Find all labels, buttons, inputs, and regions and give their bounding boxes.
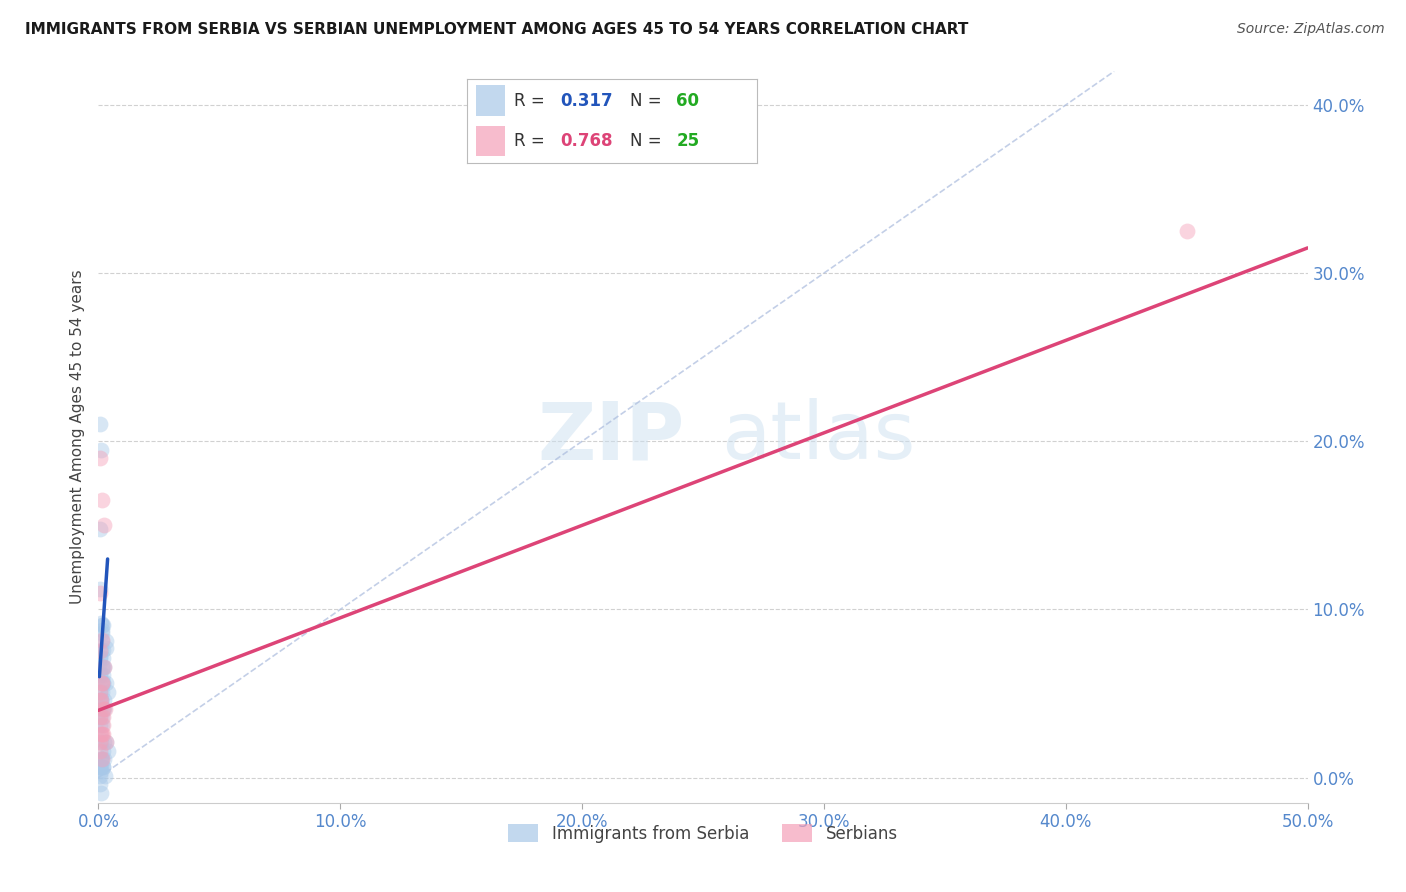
Point <box>90 693 112 707</box>
Point <box>91 727 114 741</box>
Point <box>91 676 114 690</box>
Point <box>93 693 115 707</box>
Point <box>89 777 111 791</box>
Point <box>93 659 115 673</box>
Point <box>89 685 111 699</box>
Point <box>89 522 111 536</box>
Point <box>91 760 114 774</box>
Point <box>89 760 111 774</box>
Point <box>90 764 112 778</box>
Point <box>89 585 111 599</box>
Point <box>94 676 117 690</box>
Point <box>90 718 112 732</box>
Point <box>90 617 112 632</box>
Text: ZIP: ZIP <box>537 398 685 476</box>
Point <box>89 727 111 741</box>
Point <box>90 727 112 741</box>
Point <box>91 623 114 637</box>
Point <box>94 701 117 715</box>
Point <box>91 752 114 766</box>
Point <box>90 685 112 699</box>
Point <box>89 718 111 732</box>
Text: Source: ZipAtlas.com: Source: ZipAtlas.com <box>1237 22 1385 37</box>
Point <box>90 634 112 648</box>
Point <box>89 693 111 707</box>
Point <box>90 676 112 690</box>
Point <box>93 701 115 715</box>
Point <box>93 659 115 673</box>
Point <box>90 659 112 673</box>
Point <box>89 668 111 682</box>
Point <box>90 626 112 640</box>
Point <box>90 632 112 647</box>
Point <box>96 735 118 749</box>
Point <box>90 760 112 774</box>
Point <box>90 735 112 749</box>
Point <box>93 735 115 749</box>
Point <box>90 693 112 707</box>
Point <box>89 666 111 681</box>
Point <box>93 718 115 732</box>
Point <box>90 752 112 766</box>
Point <box>89 744 111 758</box>
Text: IMMIGRANTS FROM SERBIA VS SERBIAN UNEMPLOYMENT AMONG AGES 45 TO 54 YEARS CORRELA: IMMIGRANTS FROM SERBIA VS SERBIAN UNEMPL… <box>25 22 969 37</box>
Point <box>94 735 117 749</box>
Point <box>89 582 111 597</box>
Text: atlas: atlas <box>721 398 915 476</box>
Point <box>89 644 111 658</box>
Point <box>91 651 114 665</box>
Point <box>97 744 120 758</box>
Point <box>91 710 114 724</box>
Point <box>89 701 111 715</box>
Point <box>90 642 112 657</box>
Point <box>91 701 114 715</box>
Point <box>89 760 111 774</box>
Point <box>91 744 114 758</box>
Point <box>1175 224 1198 238</box>
Point <box>93 518 115 533</box>
Point <box>89 735 111 749</box>
Point <box>91 659 114 673</box>
Point <box>89 657 111 672</box>
Point <box>93 752 115 766</box>
Point <box>91 642 114 657</box>
Point <box>90 752 112 766</box>
Point <box>91 701 114 715</box>
Point <box>91 617 114 632</box>
Point <box>90 786 112 800</box>
Point <box>91 710 114 724</box>
Point <box>91 760 114 774</box>
Legend: Immigrants from Serbia, Serbians: Immigrants from Serbia, Serbians <box>502 818 904 849</box>
Point <box>90 693 112 707</box>
Point <box>97 685 120 699</box>
Point <box>91 493 114 508</box>
Point <box>89 451 111 466</box>
Point <box>90 727 112 741</box>
Y-axis label: Unemployment Among Ages 45 to 54 years: Unemployment Among Ages 45 to 54 years <box>69 269 84 605</box>
Point <box>89 769 111 783</box>
Point <box>89 685 111 699</box>
Point <box>94 641 117 656</box>
Point <box>89 649 111 664</box>
Point <box>91 676 114 690</box>
Point <box>93 769 115 783</box>
Point <box>89 710 111 724</box>
Point <box>89 417 111 432</box>
Point <box>90 615 112 630</box>
Point <box>90 752 112 766</box>
Point <box>90 676 112 690</box>
Point <box>91 668 114 682</box>
Point <box>90 442 112 457</box>
Point <box>94 634 117 648</box>
Point <box>89 710 111 724</box>
Point <box>89 651 111 665</box>
